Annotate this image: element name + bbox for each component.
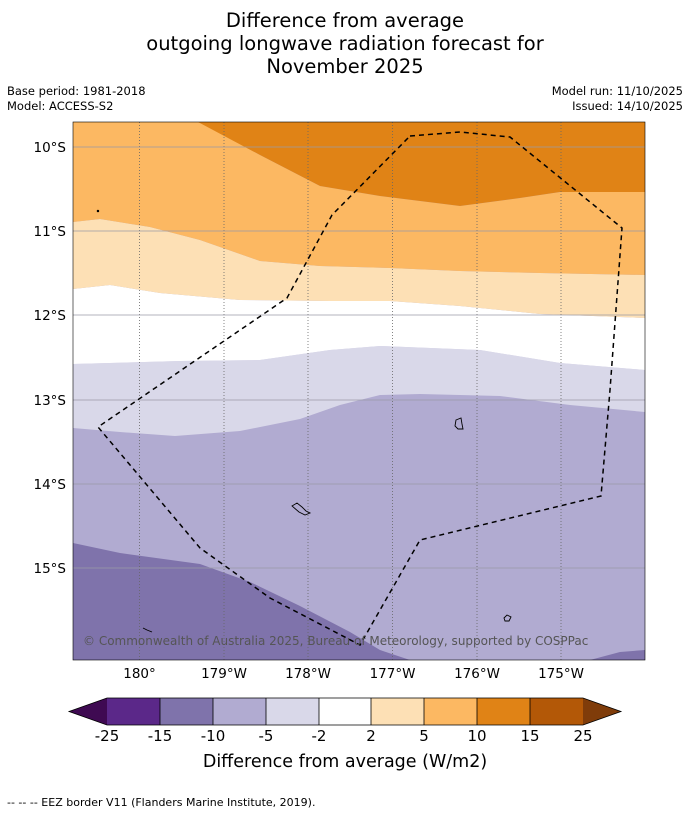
lat-label: 10°S <box>34 140 67 156</box>
colorbar-tick-label: -15 <box>147 727 173 745</box>
colorbar-title: Difference from average (W/m2) <box>202 752 488 772</box>
island-2 <box>291 502 312 516</box>
band-plus5-plus10 <box>73 122 645 275</box>
title-line-1: Difference from average <box>225 9 465 32</box>
colorbar-segment <box>213 698 266 725</box>
longitude-labels: 180° 179°W 178°W 177°W 176°W 175°W <box>123 666 584 682</box>
colorbar-tick-label: 5 <box>419 727 429 745</box>
base-period: Base period: 1981-2018 <box>7 84 146 98</box>
lon-label: 176°W <box>454 666 500 682</box>
lat-label: 12°S <box>34 308 67 324</box>
colorbar-segment <box>371 698 424 725</box>
meta-right: Model run: 11/10/2025 Issued: 14/10/2025 <box>552 84 683 114</box>
islands <box>96 209 512 633</box>
colorbar-segment <box>319 698 371 725</box>
band-minus15-minus10-right <box>590 650 645 660</box>
issued-date: Issued: 14/10/2025 <box>572 99 683 113</box>
colorbar-segment <box>477 698 530 725</box>
map-plot-area <box>73 122 645 660</box>
lat-label: 14°S <box>34 477 67 493</box>
colorbar-segment <box>424 698 477 725</box>
colorbar-segment <box>530 698 583 725</box>
band-minus2-plus2 <box>73 285 645 370</box>
lat-label: 11°S <box>34 224 67 240</box>
lat-label: 13°S <box>34 393 67 409</box>
model-name: Model: ACCESS-S2 <box>7 99 114 113</box>
colorbar-tick-label: 10 <box>467 727 487 745</box>
lon-label: 180° <box>123 666 156 682</box>
title-line-2: outgoing longwave radiation forecast for <box>146 32 544 55</box>
lat-label: 15°S <box>34 561 67 577</box>
colorbar-extend-max <box>583 698 621 725</box>
colorbar-tick-label: -2 <box>311 727 327 745</box>
lon-label: 179°W <box>201 666 247 682</box>
title-line-3: November 2025 <box>266 55 424 78</box>
band-plus2-plus5 <box>73 219 645 318</box>
band-plus10-plus15 <box>198 122 645 206</box>
parallel-gridlines <box>73 146 645 569</box>
colorbar-tick-label: -25 <box>94 727 120 745</box>
island-4 <box>142 627 153 633</box>
band-minus15-minus10 <box>73 543 410 660</box>
lon-label: 178°W <box>285 666 331 682</box>
chart-title: Difference from average outgoing longwav… <box>0 9 690 78</box>
colorbar-extend-min <box>69 698 107 725</box>
colorbar-tick-label: -10 <box>200 727 226 745</box>
colorbar-tick-label: 25 <box>573 727 593 745</box>
colorbar-segment <box>160 698 213 725</box>
colorbar-tick-label: 15 <box>520 727 540 745</box>
band-minus5-minus2 <box>73 346 645 436</box>
island-5 <box>96 209 100 213</box>
colorbar-outline <box>67 697 623 726</box>
colorbar-tick-label: 2 <box>366 727 376 745</box>
meta-left: Base period: 1981-2018 Model: ACCESS-S2 <box>7 84 146 114</box>
map-frame <box>72 121 646 661</box>
eez-footnote: -- -- -- EEZ border V11 (Flanders Marine… <box>7 796 316 809</box>
colorbar <box>67 697 623 726</box>
lon-label: 175°W <box>538 666 584 682</box>
eez-border <box>96 131 623 646</box>
latitude-labels: 10°S 11°S 12°S 13°S 14°S 15°S <box>34 140 67 577</box>
colorbar-tick-label: -5 <box>258 727 274 745</box>
colorbar-segment <box>107 698 160 725</box>
lon-label: 177°W <box>370 666 416 682</box>
copyright-text: © Commonwealth of Australia 2025, Bureau… <box>83 634 588 648</box>
model-run: Model run: 11/10/2025 <box>551 84 683 98</box>
island-3 <box>503 614 512 622</box>
colorbar-segment <box>266 698 319 725</box>
island-1 <box>454 417 464 430</box>
